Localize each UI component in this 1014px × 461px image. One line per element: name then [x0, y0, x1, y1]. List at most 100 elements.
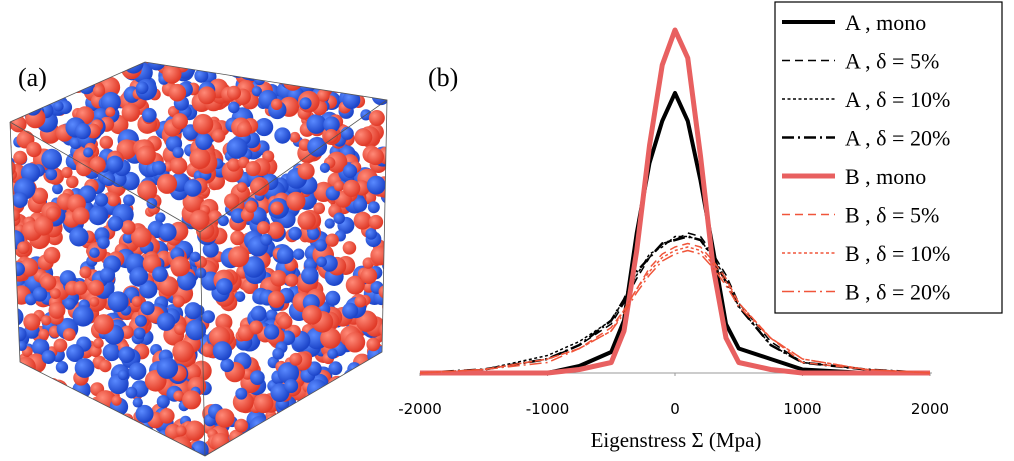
sphere	[343, 62, 364, 77]
sphere	[55, 388, 71, 404]
sphere	[382, 299, 387, 315]
sphere	[357, 69, 375, 87]
sphere	[25, 400, 41, 416]
sphere	[342, 302, 359, 319]
sphere	[31, 187, 49, 205]
sphere	[41, 350, 56, 364]
sphere	[37, 444, 49, 455]
sphere	[16, 391, 38, 413]
sphere	[226, 158, 241, 172]
sphere	[368, 110, 385, 127]
sphere	[276, 246, 295, 264]
sphere	[53, 101, 64, 112]
sphere	[327, 71, 338, 83]
sphere	[374, 364, 387, 382]
sphere	[365, 228, 378, 240]
sphere	[128, 421, 147, 440]
sphere	[49, 388, 68, 407]
sphere	[97, 425, 111, 440]
sphere	[362, 381, 381, 400]
sphere	[14, 389, 36, 412]
sphere	[26, 419, 43, 436]
sphere	[375, 69, 387, 85]
sphere	[92, 66, 104, 79]
sphere	[301, 266, 319, 285]
sphere	[10, 335, 15, 347]
sphere	[302, 444, 324, 456]
sphere	[277, 437, 299, 456]
sphere	[38, 328, 50, 340]
sphere	[10, 232, 15, 248]
sphere	[224, 193, 240, 209]
sphere	[360, 433, 376, 449]
sphere	[277, 362, 300, 384]
sphere	[66, 175, 79, 189]
sphere	[189, 147, 211, 170]
sphere	[83, 147, 94, 158]
sphere	[53, 62, 74, 82]
sphere	[98, 359, 112, 373]
sphere	[279, 62, 293, 74]
sphere	[184, 302, 202, 320]
sphere	[329, 78, 345, 93]
sphere	[58, 449, 70, 456]
sphere	[376, 69, 387, 86]
legend-label: B , δ = 20%	[845, 280, 950, 305]
sphere	[353, 413, 370, 430]
sphere	[376, 86, 387, 98]
sphere	[251, 86, 262, 97]
sphere	[345, 275, 365, 295]
sphere	[274, 432, 286, 443]
sphere	[107, 291, 129, 313]
sphere	[111, 395, 122, 406]
sphere	[245, 160, 261, 177]
sphere	[286, 436, 301, 451]
sphere	[89, 247, 100, 258]
sphere	[368, 367, 384, 384]
sphere	[380, 406, 387, 420]
sphere	[10, 334, 17, 353]
x-tick-label: -1000	[526, 400, 570, 418]
sphere	[168, 442, 179, 453]
sphere	[249, 320, 264, 335]
sphere	[118, 424, 130, 436]
sphere	[17, 410, 28, 421]
sphere	[107, 416, 129, 439]
sphere	[272, 62, 289, 70]
sphere	[59, 440, 70, 451]
sphere	[235, 387, 248, 400]
sphere	[334, 433, 352, 452]
sphere	[10, 281, 18, 304]
sphere	[47, 412, 63, 428]
sphere	[299, 441, 314, 456]
sphere	[78, 431, 100, 453]
sphere	[13, 394, 32, 413]
x-axis-title: Eigenstress Σ (Mpa)	[591, 428, 762, 452]
sphere	[135, 81, 149, 95]
sphere	[74, 430, 88, 444]
sphere	[150, 440, 170, 456]
sphere	[244, 200, 258, 213]
sphere	[327, 348, 338, 360]
sphere	[325, 233, 339, 247]
sphere	[274, 127, 291, 144]
sphere	[11, 262, 25, 277]
sphere	[158, 223, 177, 242]
sphere	[112, 439, 134, 456]
sphere	[137, 180, 158, 201]
sphere	[147, 62, 166, 71]
sphere	[265, 62, 281, 76]
sphere	[307, 415, 324, 432]
sphere	[18, 378, 38, 397]
sphere	[267, 290, 285, 308]
legend-label: A , δ = 20%	[845, 126, 950, 151]
sphere	[134, 314, 147, 327]
sphere	[152, 266, 168, 283]
sphere	[349, 68, 363, 82]
sphere	[368, 214, 384, 230]
sphere	[170, 157, 188, 175]
sphere	[141, 107, 157, 123]
sphere	[281, 434, 295, 448]
legend-label: A , δ = 5%	[845, 49, 939, 74]
sphere	[41, 315, 52, 326]
